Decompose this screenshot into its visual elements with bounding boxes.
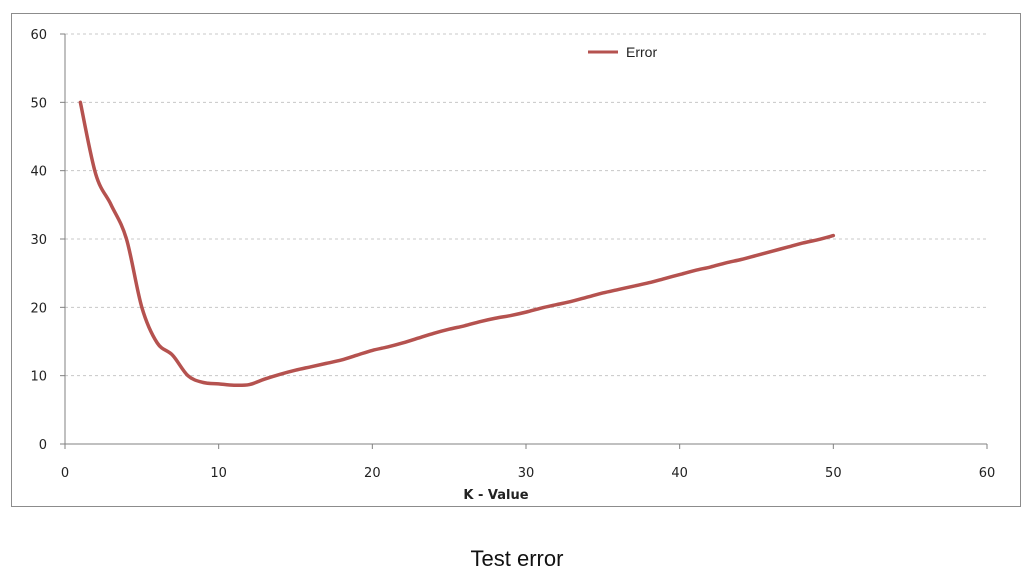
y-tick-label: 40 [30, 165, 47, 180]
data-point [79, 101, 82, 104]
data-point [294, 369, 297, 372]
data-point [340, 358, 343, 361]
data-point [402, 341, 405, 344]
data-point [740, 258, 743, 261]
data-point [494, 317, 497, 320]
data-point [171, 354, 174, 357]
data-point [540, 307, 543, 310]
data-point [571, 300, 574, 303]
data-point [709, 266, 712, 269]
chart-frame: 0 10 20 30 40 50 60 0 10 20 30 40 50 60 Error K - Val… [11, 13, 1021, 507]
data-point [786, 246, 789, 249]
series-line-error [78, 100, 836, 388]
data-point [832, 234, 835, 237]
gridlines [65, 33, 987, 377]
data-point [724, 261, 727, 264]
data-point [309, 365, 312, 368]
x-tick-label: 10 [210, 466, 227, 481]
y-tick-label: 30 [30, 233, 47, 248]
data-point [448, 328, 451, 331]
y-tick-label: 50 [30, 96, 47, 111]
legend-label-error: Error [626, 44, 657, 60]
line-chart: 0 10 20 30 40 50 60 0 10 20 30 40 50 60 Error K - Val… [30, 28, 995, 503]
data-point [678, 273, 681, 276]
data-point [156, 341, 159, 344]
data-point [125, 238, 128, 241]
axes: 0 10 20 30 40 50 60 0 10 20 30 40 50 60 [30, 28, 995, 481]
data-point [263, 378, 266, 381]
data-point [647, 281, 650, 284]
x-tick-label: 30 [518, 466, 535, 481]
data-point [816, 238, 819, 241]
data-point [617, 288, 620, 291]
data-point [371, 349, 374, 352]
y-tick-label: 60 [30, 28, 47, 43]
data-point [463, 324, 466, 327]
data-point [233, 384, 236, 387]
data-point [586, 296, 589, 299]
data-point [202, 381, 205, 384]
data-point [248, 383, 251, 386]
data-point [755, 254, 758, 257]
data-point [478, 320, 481, 323]
x-tick-label: 0 [61, 466, 69, 481]
data-point [355, 354, 358, 357]
data-point [555, 303, 558, 306]
data-point [663, 277, 666, 280]
data-point [186, 374, 189, 377]
y-tick-label: 10 [30, 370, 47, 385]
y-tick-label: 0 [39, 438, 47, 453]
data-point [601, 291, 604, 294]
data-point [110, 203, 113, 206]
data-point [279, 373, 282, 376]
data-point [94, 173, 97, 176]
x-axis-title: K - Value [463, 488, 528, 503]
data-point [694, 269, 697, 272]
y-tick-label: 20 [30, 301, 47, 316]
legend: Error [588, 44, 657, 60]
data-point [417, 337, 420, 340]
data-point [525, 311, 528, 314]
data-point [217, 382, 220, 385]
data-point [632, 285, 635, 288]
data-point [325, 362, 328, 365]
x-tick-label: 60 [979, 466, 996, 481]
x-tick-label: 20 [364, 466, 381, 481]
data-point [432, 332, 435, 335]
data-point [509, 314, 512, 317]
data-point [140, 306, 143, 309]
data-point [801, 242, 804, 245]
x-tick-label: 40 [671, 466, 688, 481]
series-layer [78, 100, 836, 388]
data-point [770, 250, 773, 253]
figure-caption: Test error [470, 546, 564, 571]
data-point [386, 345, 389, 348]
x-tick-label: 50 [825, 466, 842, 481]
